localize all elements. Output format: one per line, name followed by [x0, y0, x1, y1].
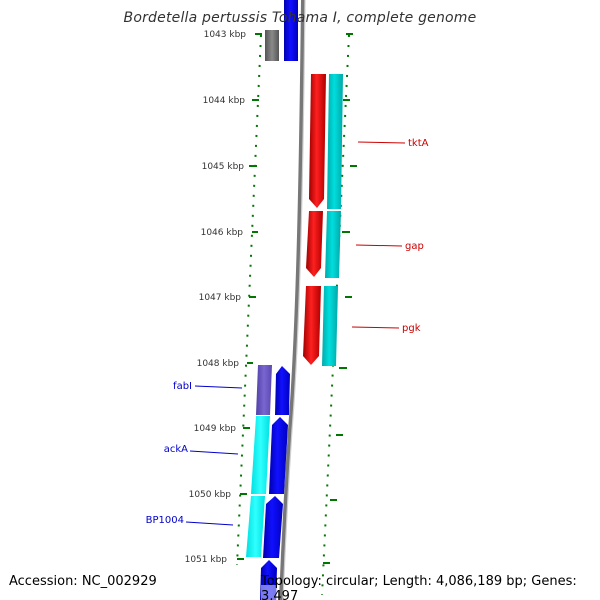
- reverse-cds-pgk[interactable]: [303, 286, 321, 365]
- gene-label-fabI[interactable]: fabI: [173, 381, 192, 392]
- ruler-tick-marks: [237, 33, 357, 564]
- cog-purple-fabI[interactable]: [256, 365, 272, 415]
- tick-label: 1049 kbp: [194, 424, 237, 434]
- cog-gray-feature: [265, 30, 279, 61]
- gene-label-pgk[interactable]: pgk: [402, 323, 421, 334]
- gene-label-leader-tktA: [357, 141, 406, 144]
- gene-label-tktA[interactable]: tktA: [408, 138, 429, 149]
- gene-label-BP1004[interactable]: BP1004: [146, 515, 184, 526]
- reverse-cds-gap[interactable]: [306, 211, 323, 277]
- tick-label: 1047 kbp: [199, 293, 242, 303]
- forward-cds-bottom-shade: [261, 585, 277, 600]
- reverse-cds-tktA[interactable]: [309, 74, 326, 208]
- gene-label-leader-BP1004: [185, 521, 234, 526]
- cog-bright-cyan-ackA[interactable]: [251, 416, 270, 494]
- forward-cds-BP1004[interactable]: [263, 496, 283, 558]
- cog-cyan-gap[interactable]: [325, 211, 341, 278]
- genome-summary-text: Topology: circular; Length: 4,086,189 bp…: [261, 574, 577, 600]
- gene-label-gap[interactable]: gap: [405, 241, 424, 252]
- cog-cyan-pgk[interactable]: [322, 286, 338, 366]
- tick-label: 1045 kbp: [202, 162, 245, 172]
- tick-label: 1051 kbp: [185, 555, 228, 565]
- map-title: Bordetella pertussis Tohama I, complete …: [123, 10, 477, 26]
- gene-label-ackA[interactable]: ackA: [164, 444, 188, 455]
- tick-label: 1050 kbp: [189, 490, 232, 500]
- tick-label: 1046 kbp: [201, 228, 244, 238]
- tick-label: 1044 kbp: [203, 96, 246, 106]
- forward-cds-ackA[interactable]: [269, 417, 288, 494]
- accession-text: Accession: NC_002929: [9, 574, 157, 589]
- forward-cds-fabI[interactable]: [275, 366, 290, 415]
- gene-label-leader-fabI: [194, 385, 243, 389]
- forward-cds-top[interactable]: [284, 0, 298, 61]
- cog-cyan-tktA[interactable]: [327, 74, 343, 209]
- gene-label-leader-pgk: [351, 326, 400, 329]
- tick-label: 1043 kbp: [204, 30, 247, 40]
- gene-label-leader-ackA: [189, 450, 239, 455]
- cog-bright-cyan-BP1004[interactable]: [246, 496, 265, 557]
- tick-label: 1048 kbp: [197, 359, 240, 369]
- genome-backbone-highlight: [282, 0, 306, 600]
- gene-label-leader-gap: [355, 244, 403, 247]
- genome-backbone: [279, 0, 305, 600]
